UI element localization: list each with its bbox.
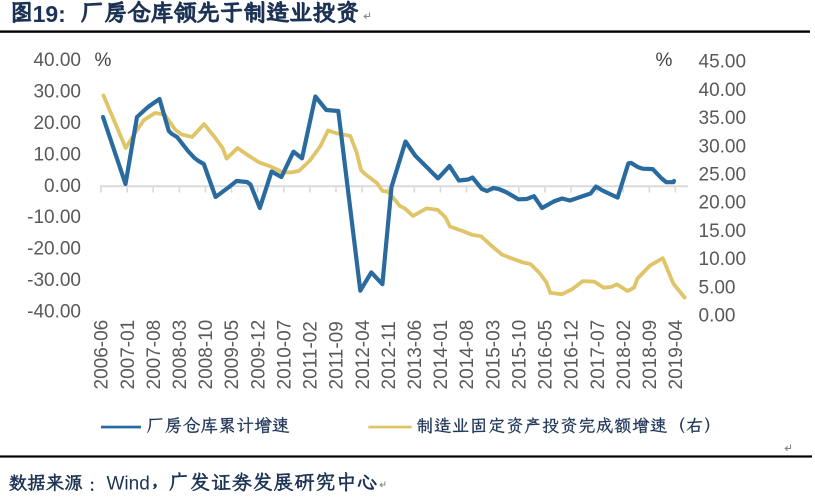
svg-text:2008-10: 2008-10	[196, 320, 217, 390]
svg-text:2012-11: 2012-11	[379, 321, 400, 389]
svg-text:2016-12: 2016-12	[562, 320, 583, 390]
svg-text:2017-07: 2017-07	[588, 320, 609, 390]
svg-text:0.00: 0.00	[44, 176, 81, 197]
svg-text:2009-12: 2009-12	[248, 320, 269, 390]
svg-text:2016-05: 2016-05	[536, 320, 557, 390]
svg-text:2010-07: 2010-07	[275, 320, 296, 390]
svg-text:30.00: 30.00	[33, 82, 81, 103]
svg-text:2011-09: 2011-09	[327, 321, 348, 389]
svg-text:45.00: 45.00	[699, 52, 747, 73]
svg-text:2007-01: 2007-01	[118, 320, 139, 390]
svg-text:2015-10: 2015-10	[510, 320, 531, 390]
svg-text:2013-06: 2013-06	[405, 320, 426, 390]
svg-text:25.00: 25.00	[699, 165, 747, 186]
svg-text:2018-02: 2018-02	[614, 320, 635, 390]
svg-text:35.00: 35.00	[699, 108, 747, 129]
svg-text:2012-04: 2012-04	[353, 319, 374, 389]
svg-text:2018-09: 2018-09	[640, 320, 661, 390]
svg-text:40.00: 40.00	[33, 50, 81, 71]
svg-text:40.00: 40.00	[699, 80, 747, 101]
svg-text:10.00: 10.00	[699, 249, 747, 270]
svg-text:2008-03: 2008-03	[170, 320, 191, 390]
svg-text:20.00: 20.00	[699, 193, 747, 214]
svg-text:2015-03: 2015-03	[483, 320, 504, 390]
svg-text:5.00: 5.00	[699, 277, 736, 298]
svg-text:2014-01: 2014-01	[431, 320, 452, 390]
svg-text:-40.00: -40.00	[27, 302, 81, 323]
svg-text:2019-04: 2019-04	[666, 319, 687, 389]
svg-text:%: %	[95, 50, 112, 71]
svg-text:2009-05: 2009-05	[222, 320, 243, 390]
svg-text:20.00: 20.00	[33, 113, 81, 134]
svg-text:0.00: 0.00	[699, 306, 736, 327]
svg-text:2007-08: 2007-08	[144, 320, 165, 390]
svg-text:2014-08: 2014-08	[457, 320, 478, 390]
svg-text:%: %	[656, 50, 673, 71]
svg-text:10.00: 10.00	[33, 144, 81, 165]
svg-text:-10.00: -10.00	[27, 207, 81, 228]
svg-text:19:: 19:	[33, 1, 66, 27]
svg-text:2011-02: 2011-02	[301, 321, 322, 389]
svg-text:-20.00: -20.00	[27, 239, 81, 260]
svg-text:-30.00: -30.00	[27, 270, 81, 291]
svg-text:Wind: Wind	[107, 473, 150, 494]
svg-text:15.00: 15.00	[699, 221, 747, 242]
svg-text:2006-06: 2006-06	[92, 320, 113, 390]
svg-text:30.00: 30.00	[699, 136, 747, 157]
